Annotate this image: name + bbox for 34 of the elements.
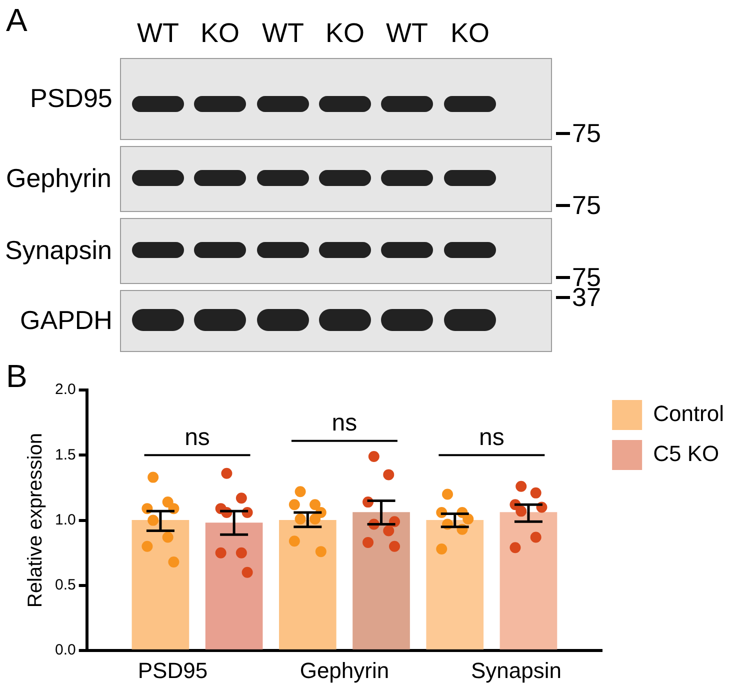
text: WT	[386, 18, 428, 48]
y-axis-title: Relative expression	[24, 433, 47, 608]
y-tick-label: 2.0	[54, 381, 76, 398]
text: WT	[137, 18, 179, 48]
text: KO	[450, 18, 490, 48]
text: GAPDH	[20, 305, 112, 335]
x-tick-label: Gephyrin	[300, 658, 390, 683]
text: 75	[572, 190, 601, 220]
y-tick-label: 0.0	[54, 642, 76, 659]
bar	[205, 522, 263, 650]
y-tick-label: 1.0	[54, 511, 76, 528]
text: 75	[572, 118, 601, 148]
text: Synapsin	[5, 235, 112, 265]
legend-label: Control	[653, 401, 724, 426]
legend-label: C5 KO	[653, 441, 720, 466]
text: WT	[262, 18, 304, 48]
bar	[426, 520, 484, 650]
text: Gephyrin	[6, 163, 112, 193]
annotation: ns	[332, 409, 358, 436]
text: KO	[200, 18, 240, 48]
bar	[278, 520, 336, 650]
x-tick-label: Synapsin	[470, 658, 562, 683]
x-tick-label: PSD95	[138, 658, 208, 683]
annotation: ns	[184, 424, 210, 451]
y-tick-label: 0.5	[54, 576, 76, 594]
text: KO	[326, 18, 365, 48]
text: A	[6, 2, 28, 38]
bar	[500, 512, 558, 650]
bar	[352, 512, 410, 650]
annotation: ns	[478, 424, 504, 451]
y-tick-label: 1.5	[54, 446, 76, 464]
text: B	[6, 358, 28, 394]
bar	[132, 520, 190, 650]
text: PSD95	[30, 83, 112, 113]
